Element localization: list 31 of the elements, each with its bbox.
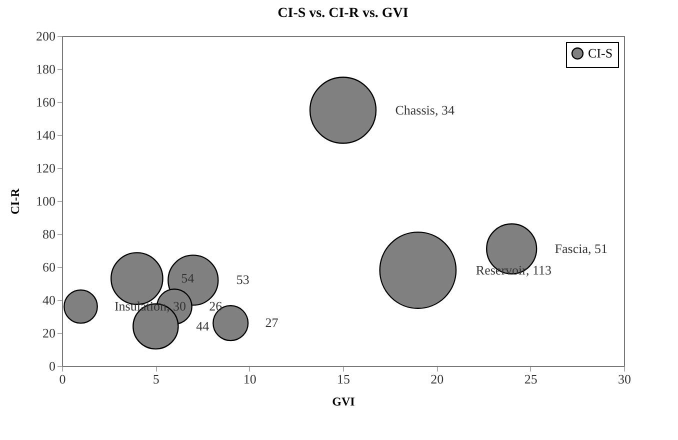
legend-label: CI-S (588, 46, 613, 60)
annotation: 44 (196, 318, 210, 334)
annotation: Insulation, 30 (114, 298, 186, 314)
y-tick-label: 100 (36, 194, 56, 208)
x-tick-label: 20 (430, 372, 444, 386)
y-tick-label: 180 (36, 62, 56, 76)
y-tick-label: 160 (36, 94, 56, 110)
y-tick-label: 0 (49, 358, 56, 374)
x-axis-title: GVI (332, 394, 356, 408)
x-tick-label: 15 (337, 372, 350, 386)
annotation: 53 (236, 272, 250, 288)
annotation: 27 (265, 315, 279, 330)
annotation: 54 (181, 270, 195, 286)
x-tick-label: 0 (59, 372, 66, 386)
annotation: Fascia, 51 (554, 240, 608, 256)
y-tick-label: 200 (36, 28, 56, 44)
y-tick-label: 20 (42, 326, 56, 340)
y-tick-label: 120 (36, 160, 56, 176)
x-tick-label: 10 (243, 372, 256, 386)
y-axis-title: CI-R (8, 188, 22, 214)
annotation: Reservoir, 113 (476, 262, 552, 278)
chart-title: CI-S vs. CI-R vs. GVI (278, 6, 408, 21)
annotation: Chassis, 34 (395, 102, 455, 118)
y-tick-label: 60 (42, 260, 56, 274)
y-tick-label: 140 (36, 128, 56, 142)
x-tick-label: 25 (524, 372, 538, 386)
annotation: 26 (209, 298, 223, 314)
y-tick-label: 40 (42, 292, 56, 308)
x-tick-label: 30 (618, 372, 631, 386)
y-tick-label: 80 (42, 226, 56, 242)
x-tick-label: 5 (152, 372, 160, 386)
